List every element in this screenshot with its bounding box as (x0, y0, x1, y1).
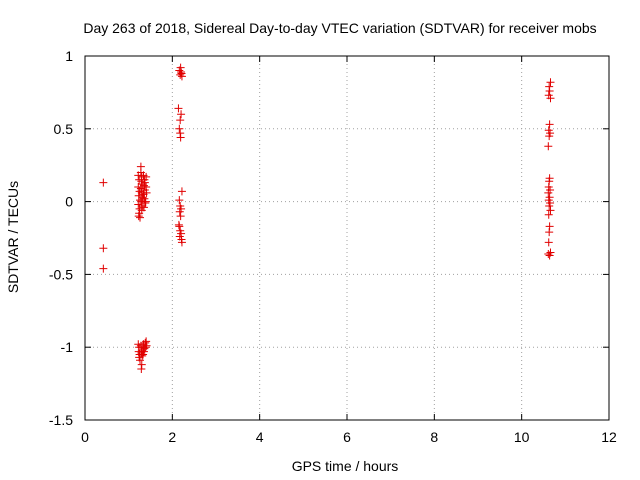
data-point (137, 365, 146, 374)
data-point (177, 110, 186, 119)
axis-ticks (84, 55, 610, 421)
data-point (544, 142, 553, 151)
grid-lines (85, 56, 609, 420)
y-tick-label: 0.5 (54, 121, 74, 137)
data-point (134, 212, 143, 221)
x-tick-label: 4 (256, 429, 264, 445)
data-point (546, 206, 555, 215)
y-tick-label: 0 (65, 194, 73, 210)
data-point (142, 172, 151, 181)
x-tick-label: 2 (168, 429, 176, 445)
y-tick-label: 1 (65, 48, 73, 64)
data-point (545, 132, 554, 141)
data-point (176, 133, 185, 142)
data-point (545, 228, 554, 237)
data-point (175, 207, 184, 216)
data-point (141, 197, 150, 206)
data-point (138, 351, 147, 360)
data-point (176, 116, 185, 125)
data-point (136, 162, 145, 171)
data-point (141, 343, 150, 352)
data-point (140, 178, 149, 187)
y-tick-labels: -1.5 -1 -0.5 0 0.5 1 (49, 48, 73, 428)
x-tick-labels: 0 2 4 6 8 10 12 (81, 429, 617, 445)
data-point (139, 350, 148, 359)
data-point (174, 104, 183, 113)
data-point (176, 212, 185, 221)
data-point (176, 63, 185, 72)
x-tick-label: 10 (514, 429, 530, 445)
data-point (174, 220, 183, 229)
data-point (545, 201, 554, 210)
data-point (99, 178, 108, 187)
y-tick-label: -1 (61, 339, 74, 355)
data-point (142, 341, 151, 350)
y-tick-label: -0.5 (49, 266, 73, 282)
data-point (544, 210, 553, 219)
data-point (175, 124, 184, 133)
data-point (545, 120, 554, 129)
data-point (544, 250, 553, 259)
y-tick-label: -1.5 (49, 412, 73, 428)
data-point (546, 78, 555, 87)
data-point (544, 238, 553, 247)
data-points (99, 63, 555, 374)
x-tick-label: 6 (343, 429, 351, 445)
x-tick-label: 0 (81, 429, 89, 445)
y-axis-label: SDTVAR / TECUs (5, 181, 21, 293)
plot-frame (84, 55, 610, 421)
data-point (139, 203, 148, 212)
data-point (177, 187, 186, 196)
data-point (177, 69, 186, 78)
data-point (545, 86, 554, 95)
data-point (546, 248, 555, 257)
data-point (142, 188, 151, 197)
data-point (136, 213, 145, 222)
data-point (546, 94, 555, 103)
x-tick-label: 8 (430, 429, 438, 445)
x-tick-label: 12 (601, 429, 617, 445)
data-point (136, 356, 145, 365)
data-point (99, 264, 108, 273)
data-point (175, 196, 184, 205)
data-point (99, 244, 108, 253)
data-point (177, 238, 186, 247)
data-point (544, 188, 553, 197)
x-axis-label: GPS time / hours (292, 458, 399, 474)
chart-title: Day 263 of 2018, Sidereal Day-to-day VTE… (83, 20, 596, 36)
